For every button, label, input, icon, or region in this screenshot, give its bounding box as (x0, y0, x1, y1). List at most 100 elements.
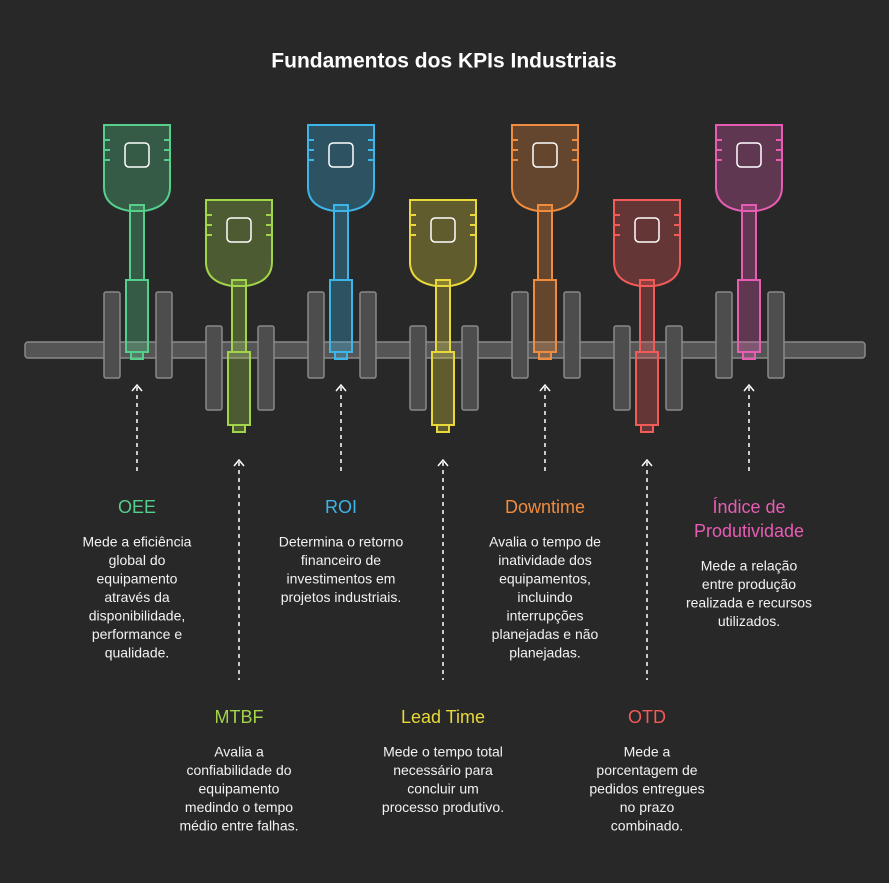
kpi-description: porcentagem de (596, 762, 697, 778)
arrow-head (131, 383, 143, 392)
piston-rod (129, 204, 145, 281)
kpi-label: Índice de (712, 497, 785, 517)
kpi-description: combinado. (611, 818, 683, 834)
crank-web (359, 291, 377, 379)
piston-rod (741, 204, 757, 281)
piston-icon (124, 142, 150, 168)
crank-web (409, 325, 427, 411)
kpi-description: planejadas e não (492, 626, 599, 642)
big-end (431, 351, 455, 426)
crank-web (665, 325, 683, 411)
kpi-description: Mede a (624, 744, 671, 760)
kpi-description: utilizados. (718, 613, 780, 629)
crank-web (103, 291, 121, 379)
piston-rod (231, 279, 247, 353)
kpi-description: planejadas. (509, 645, 581, 661)
kpi-description: global do (109, 552, 166, 568)
kpi-description: performance e (92, 626, 182, 642)
kpi-description: concluir um (407, 781, 479, 797)
kpi-description: inatividade dos (498, 552, 591, 568)
crank-web (715, 291, 733, 379)
kpi-description: interrupções (506, 608, 583, 624)
kpi-description: projetos industriais. (281, 589, 402, 605)
piston-rod (333, 204, 349, 281)
kpi-label: Lead Time (401, 707, 485, 727)
crank-web (205, 325, 223, 411)
kpi-description: financeiro de (301, 552, 381, 568)
piston-head (307, 124, 375, 212)
kpi-description: processo produtivo. (382, 799, 504, 815)
piston-icon (532, 142, 558, 168)
big-end (635, 351, 659, 426)
piston-icon (226, 217, 252, 243)
piston-head (205, 199, 273, 287)
kpi-description: qualidade. (105, 645, 170, 661)
kpi-description: incluindo (517, 589, 572, 605)
big-end-cap (334, 351, 348, 360)
arrow-head (335, 383, 347, 392)
big-end-cap (640, 424, 654, 433)
big-end (329, 279, 353, 353)
big-end-cap (742, 351, 756, 360)
arrow-head (539, 383, 551, 392)
piston-rod (537, 204, 553, 281)
kpi-description: médio entre falhas. (179, 818, 298, 834)
piston-icon (736, 142, 762, 168)
kpi-label: Downtime (505, 497, 585, 517)
kpi-description: equipamento (199, 781, 280, 797)
kpi-description: Avalia o tempo de (489, 534, 601, 550)
kpi-description: investimentos em (287, 571, 396, 587)
kpi-description: necessário para (393, 762, 493, 778)
big-end-cap (232, 424, 246, 433)
big-end (227, 351, 251, 426)
big-end (125, 279, 149, 353)
arrow-head (437, 458, 449, 467)
crank-web (257, 325, 275, 411)
piston-head (511, 124, 579, 212)
kpi-description: Determina o retorno (279, 534, 404, 550)
piston-icon (634, 217, 660, 243)
kpi-description: equipamento (97, 571, 178, 587)
kpi-description: realizada e recursos (686, 595, 812, 611)
arrow-head (233, 458, 245, 467)
crank-web (563, 291, 581, 379)
crank-web (613, 325, 631, 411)
kpi-description: medindo o tempo (185, 799, 293, 815)
crank-web (307, 291, 325, 379)
piston-head (613, 199, 681, 287)
arrow-head (743, 383, 755, 392)
kpi-description: Mede a relação (701, 558, 798, 574)
big-end-cap (538, 351, 552, 360)
kpi-label: Produtividade (694, 521, 804, 541)
piston-rod (435, 279, 451, 353)
kpi-label: ROI (325, 497, 357, 517)
kpi-description: Mede o tempo total (383, 744, 503, 760)
piston-rod (639, 279, 655, 353)
kpi-description: confiabilidade do (186, 762, 291, 778)
big-end-cap (130, 351, 144, 360)
kpi-description: Mede a eficiência (83, 534, 192, 550)
kpi-label: OEE (118, 497, 156, 517)
crank-web (461, 325, 479, 411)
arrow-head (641, 458, 653, 467)
piston-head (715, 124, 783, 212)
crank-web (511, 291, 529, 379)
big-end-cap (436, 424, 450, 433)
kpi-description: pedidos entregues (589, 781, 704, 797)
big-end (533, 279, 557, 353)
crank-web (155, 291, 173, 379)
kpi-description: através da (104, 589, 170, 605)
title: Fundamentos dos KPIs Industriais (271, 50, 616, 73)
kpi-label: MTBF (215, 707, 264, 727)
kpi-description: disponibilidade, (89, 608, 186, 624)
piston-icon (328, 142, 354, 168)
piston-head (409, 199, 477, 287)
piston-icon (430, 217, 456, 243)
kpi-description: entre produção (702, 576, 796, 592)
kpi-label: OTD (628, 707, 666, 727)
piston-head (103, 124, 171, 212)
big-end (737, 279, 761, 353)
crank-web (767, 291, 785, 379)
